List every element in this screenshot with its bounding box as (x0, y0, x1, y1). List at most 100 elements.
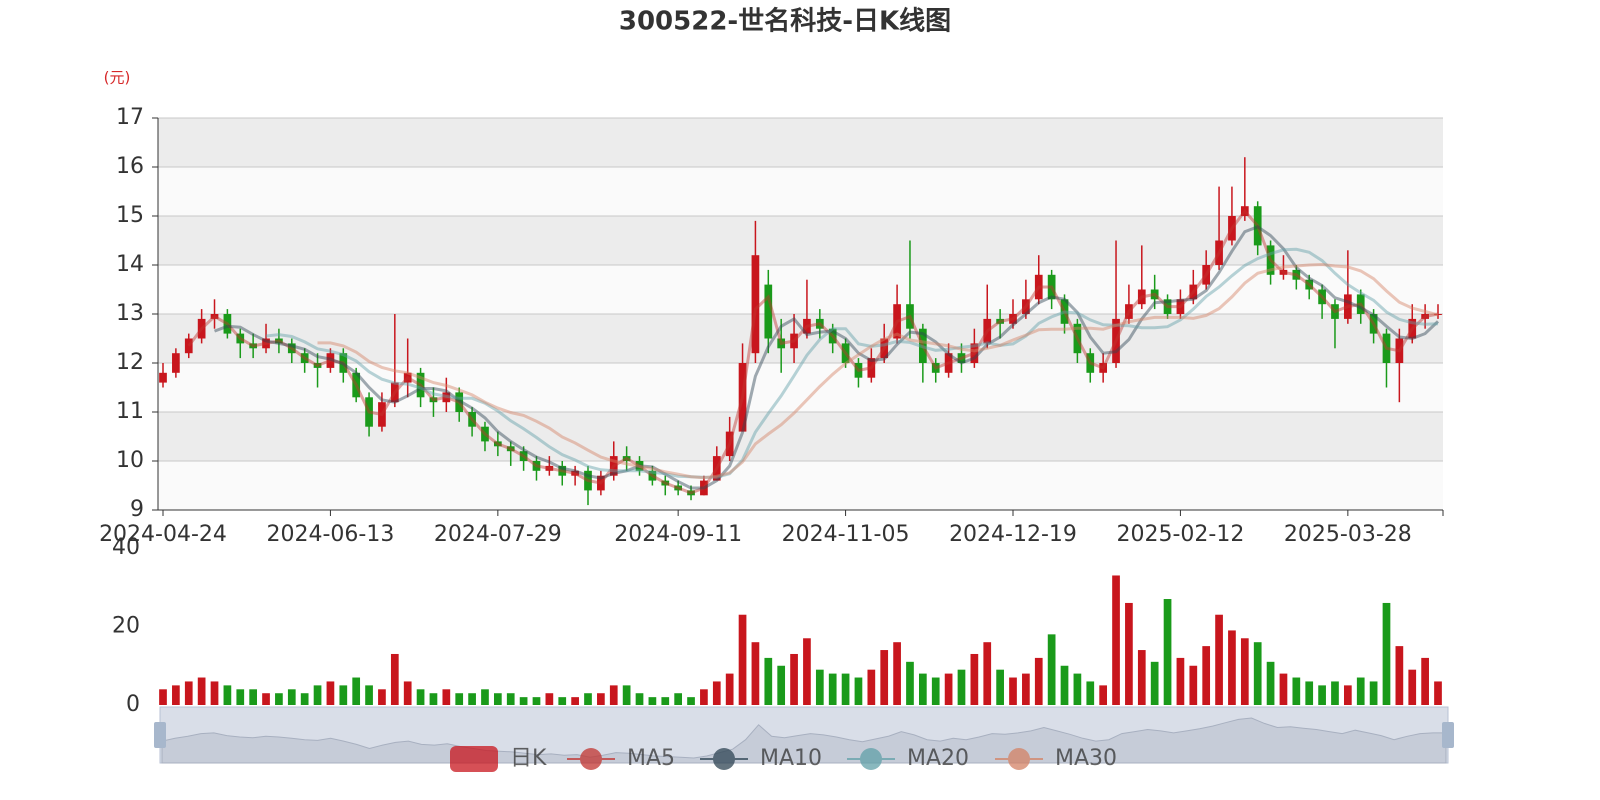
candle-body (210, 314, 219, 319)
volume-bar (287, 689, 296, 705)
volume-bar (609, 685, 618, 705)
candle-body (1047, 274, 1056, 300)
grid-band (158, 216, 1443, 265)
volume-bar (584, 693, 592, 705)
volume-bar (1356, 677, 1365, 705)
candle-body (390, 382, 399, 403)
volume-bar (506, 693, 515, 705)
volume-bar (545, 693, 554, 705)
volume-bar (1099, 685, 1108, 705)
y-tick-label: 16 (116, 154, 144, 179)
volume-bar (339, 685, 348, 705)
volume-bar (1382, 602, 1391, 705)
legend-label: MA10 (760, 746, 822, 771)
volume-bar (1189, 665, 1198, 705)
volume-bar (1292, 677, 1301, 705)
volume-bar (1240, 638, 1249, 705)
candle-body (1099, 363, 1108, 373)
volume-bar (1163, 599, 1172, 705)
volume-bar (983, 642, 992, 705)
volume-bar (622, 685, 631, 705)
volume-bar (893, 642, 901, 705)
volume-bar (725, 673, 734, 705)
ma-line (317, 262, 1439, 480)
volume-bar (944, 673, 953, 705)
candle-body (1163, 299, 1172, 314)
volume-bar (1022, 673, 1030, 705)
volume-bar (700, 689, 708, 705)
legend-item[interactable]: MA20 (847, 746, 969, 771)
volume-bar (455, 693, 464, 705)
volume-bar (1112, 575, 1120, 705)
volume-bar (558, 697, 567, 705)
volume-bar (210, 681, 219, 705)
legend-icon (713, 748, 735, 770)
data-zoom-handle[interactable] (154, 722, 166, 748)
ma-line (265, 247, 1439, 479)
candle-body (223, 314, 232, 334)
volume-bar (828, 673, 837, 705)
candle-body (1369, 314, 1378, 334)
volume-bar (1343, 685, 1352, 705)
volume-bar (1266, 661, 1275, 705)
candle-body (519, 451, 528, 461)
candle-body (1189, 284, 1198, 300)
candle-body (1240, 206, 1249, 216)
candle-body (700, 480, 708, 496)
volume-bar (1060, 665, 1069, 705)
candle-body (1434, 314, 1442, 315)
chart-title: 300522-世名科技-日K线图 (619, 6, 951, 37)
candle-body (893, 304, 901, 339)
volume-bar (262, 693, 270, 705)
volume-bar (1331, 681, 1339, 705)
volume-bar (429, 693, 438, 705)
data-zoom-handle[interactable] (1442, 722, 1454, 748)
candle-body (416, 372, 425, 398)
volume-bar (1073, 673, 1082, 705)
candle-body (906, 304, 914, 329)
candle-body (197, 318, 206, 339)
volume-bar (841, 673, 850, 705)
volume-bar (1176, 657, 1185, 705)
candle-body (983, 318, 992, 344)
candle-body (571, 470, 579, 476)
candle-body (597, 475, 605, 491)
volume-bar (197, 677, 206, 705)
volume-bar (1125, 602, 1133, 705)
candle-body (584, 470, 592, 491)
volume-bar (249, 689, 258, 705)
legend-item[interactable]: MA30 (995, 746, 1117, 771)
candle-body (1343, 294, 1352, 319)
volume-bar (223, 685, 232, 705)
legend-label: MA5 (627, 746, 675, 771)
candle-body (777, 338, 786, 349)
candle-body (712, 456, 721, 481)
legend-item[interactable]: MA10 (700, 746, 822, 771)
legend-icon (450, 746, 498, 772)
ma-line (187, 208, 1439, 495)
ma-line (213, 225, 1440, 490)
volume-bar (1009, 677, 1017, 705)
candle-body (558, 465, 567, 476)
candle-body (184, 338, 193, 354)
candle-body (648, 470, 657, 481)
candle-body (545, 465, 554, 471)
candle-body (326, 353, 335, 368)
volume-bar (597, 693, 605, 705)
x-tick-label: 2024-11-05 (782, 522, 910, 547)
legend-item[interactable]: 日K (450, 746, 547, 772)
volume-bar (918, 673, 927, 705)
y-tick-label: 13 (116, 301, 144, 326)
legend-item[interactable]: MA5 (567, 746, 675, 771)
candle-body (159, 372, 167, 383)
candle-body (790, 333, 798, 349)
candle-body (352, 372, 361, 398)
volume-bar (1369, 681, 1378, 705)
volume-bar (1228, 630, 1236, 705)
candle-body (970, 343, 979, 363)
candle-body (635, 461, 644, 471)
volume-bar (352, 677, 361, 705)
candle-body (1331, 304, 1339, 319)
volume-bar (1047, 634, 1056, 705)
volume-bar (236, 689, 245, 705)
